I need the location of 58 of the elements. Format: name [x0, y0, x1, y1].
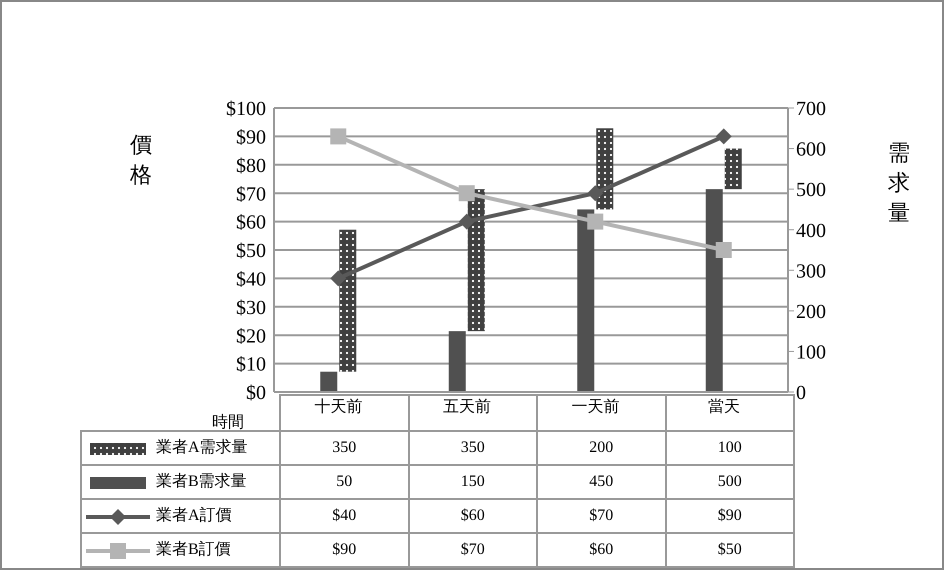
point: [458, 214, 475, 230]
legend-label: 業者A需求量: [156, 439, 248, 456]
data-label: $70: [408, 533, 537, 567]
point: [330, 128, 346, 144]
y-tick-label: $90: [236, 126, 266, 148]
legend-label: 業者B需求量: [156, 473, 247, 490]
y-tick-label: $50: [236, 240, 266, 262]
point: [716, 128, 732, 144]
y2-tick-label: 100: [796, 342, 826, 364]
data-label: $90: [666, 499, 794, 533]
bar: [448, 331, 466, 392]
data-label: 100: [666, 431, 794, 465]
y2-tick-label: 500: [796, 179, 826, 202]
data-label: $50: [666, 533, 794, 567]
data-label: $60: [408, 499, 537, 533]
legend-label: 業者B訂價: [156, 541, 231, 558]
y-tick-label: $0: [246, 382, 266, 404]
y-tick-label: $70: [236, 183, 266, 206]
y-tick-label: $100: [226, 98, 266, 120]
x-tick-label: 五天前: [442, 397, 491, 416]
data-label: $90: [280, 533, 408, 567]
y2-tick-label: 400: [796, 220, 826, 242]
x-tick-label: 一天前: [571, 397, 620, 416]
point: [716, 242, 732, 258]
y2-axis-title: 需求量: [887, 139, 911, 227]
y-tick-label: $30: [236, 296, 266, 319]
x-tick-label: 十天前: [314, 397, 362, 416]
bar: [320, 372, 338, 392]
point: [330, 270, 346, 286]
bar: [577, 209, 594, 392]
data-label: 450: [537, 465, 666, 499]
data-label: $40: [280, 499, 408, 533]
point: [587, 185, 604, 202]
y2-tick-label: 300: [796, 260, 826, 282]
y2-tick-label: 0: [796, 382, 806, 404]
y-tick-label: $80: [236, 154, 266, 177]
legend-label: 業者A訂價: [156, 507, 232, 524]
y-tick-label: $20: [236, 325, 266, 348]
y2-tick-label: 600: [796, 138, 826, 161]
data-label: $70: [537, 499, 666, 533]
y-axis-title: 價格: [129, 131, 153, 189]
x-tick-label: 當天: [708, 397, 740, 416]
point: [587, 214, 604, 230]
y-tick-label: $40: [236, 268, 266, 290]
y-tick-label: $10: [236, 354, 266, 376]
data-label: 350: [408, 431, 537, 465]
data-label: 50: [280, 465, 408, 499]
y2-tick-label: 700: [796, 98, 826, 120]
x-axis-title: 時間: [212, 412, 244, 433]
data-label: 500: [666, 465, 794, 499]
point: [458, 185, 475, 202]
y2-tick-label: 200: [796, 300, 826, 323]
bar: [706, 189, 723, 392]
data-label: 350: [280, 431, 408, 465]
data-label: 200: [537, 431, 666, 465]
y-tick-label: $60: [236, 212, 266, 234]
data-label: 150: [408, 465, 537, 499]
data-label: $60: [537, 533, 666, 567]
